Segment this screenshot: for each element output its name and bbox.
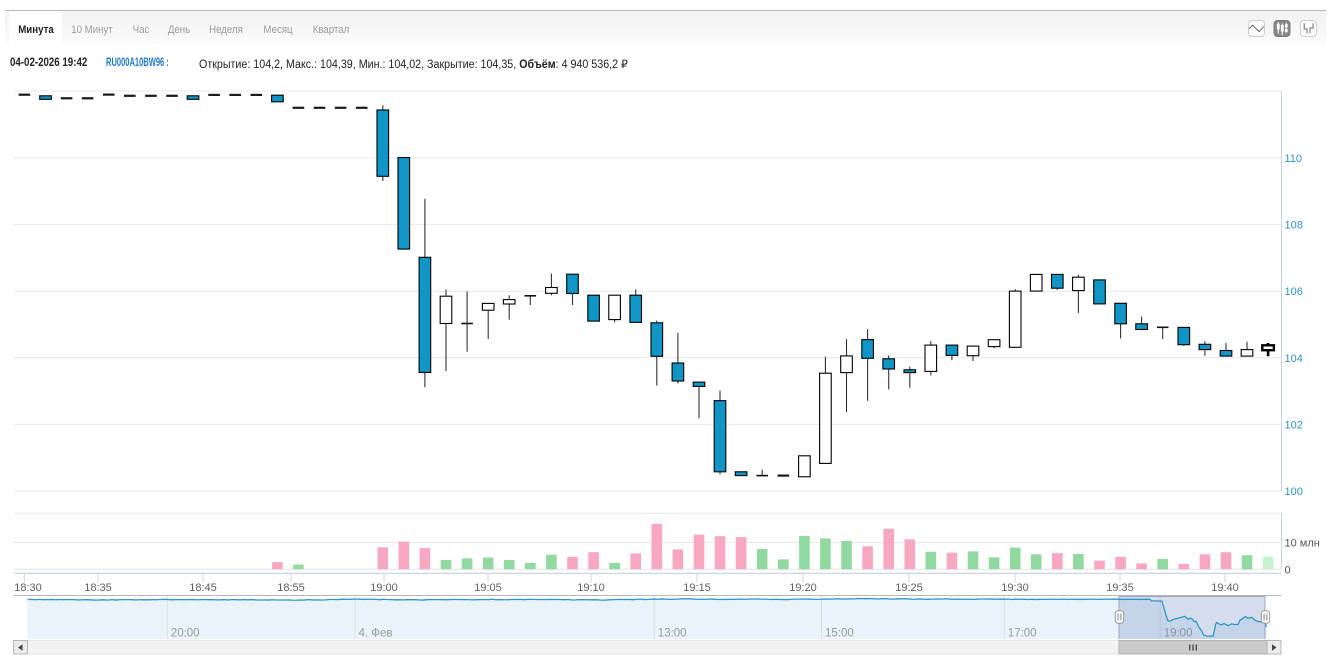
svg-text:18:35: 18:35 (84, 582, 112, 594)
svg-text:19:35: 19:35 (1106, 582, 1134, 594)
svg-text:4. Фев: 4. Фев (359, 628, 393, 640)
svg-text:110: 110 (1285, 153, 1303, 165)
svg-text:108: 108 (1285, 220, 1303, 232)
svg-text:104: 104 (1285, 353, 1303, 365)
svg-text:17:00: 17:00 (1008, 628, 1037, 640)
svg-text:13:00: 13:00 (658, 628, 687, 640)
svg-text:0: 0 (1285, 565, 1291, 577)
svg-text:19:20: 19:20 (789, 582, 817, 594)
svg-text:106: 106 (1285, 286, 1303, 298)
svg-text:19:15: 19:15 (683, 582, 711, 594)
svg-text:100: 100 (1285, 486, 1303, 498)
svg-text:19:05: 19:05 (474, 582, 502, 594)
svg-text:19:10: 19:10 (577, 582, 605, 594)
svg-text:18:45: 18:45 (189, 582, 217, 594)
svg-text:19:40: 19:40 (1211, 582, 1239, 594)
svg-text:19:25: 19:25 (895, 582, 923, 594)
svg-text:18:55: 18:55 (277, 582, 305, 594)
svg-text:18:30: 18:30 (14, 582, 42, 594)
svg-text:19:00: 19:00 (370, 582, 398, 594)
svg-text:102: 102 (1285, 419, 1303, 431)
svg-text:10 млн: 10 млн (1285, 538, 1320, 550)
svg-text:15:00: 15:00 (825, 628, 854, 640)
svg-text:19:00: 19:00 (1164, 628, 1193, 640)
svg-text:20:00: 20:00 (171, 628, 200, 640)
svg-text:19:30: 19:30 (1001, 582, 1029, 594)
